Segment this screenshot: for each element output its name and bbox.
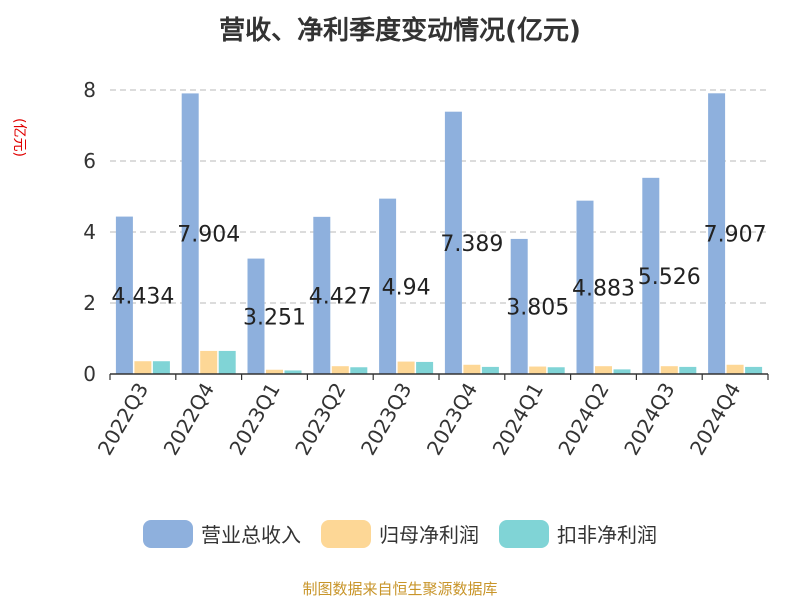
x-tick-label: 2022Q4 (159, 379, 219, 460)
bars (115, 93, 763, 375)
bar-revenue (576, 200, 594, 374)
bar-net-profit (595, 366, 612, 374)
bar-revenue (444, 111, 462, 375)
chart-title: 营收、净利季度变动情况(亿元) (219, 16, 581, 46)
bar-net-profit (331, 366, 349, 374)
bar-revenue (247, 258, 265, 374)
data-label: 3.251 (243, 305, 306, 330)
data-label: 4.434 (111, 284, 174, 309)
data-label: 7.389 (440, 232, 503, 257)
legend: 营业总收入 归母净利润 扣非净利润 (0, 519, 800, 548)
bar-net-profit (134, 361, 152, 374)
bar-net-profit (529, 366, 547, 374)
bar-net-profit (266, 369, 283, 374)
bar-deducted-profit (218, 350, 236, 374)
bar-revenue (313, 216, 331, 374)
bar-deducted-profit (481, 366, 499, 374)
bar-net-profit (200, 350, 218, 374)
bar-revenue (181, 93, 199, 375)
bar-revenue (115, 216, 133, 374)
legend-label-deducted-profit: 扣非净利润 (557, 523, 657, 547)
data-label: 4.427 (309, 284, 372, 309)
bar-deducted-profit (745, 366, 763, 374)
legend-item-net-profit[interactable]: 归母净利润 (321, 519, 479, 548)
x-axis-labels: 2022Q3 2022Q4 2023Q1 2023Q2 2023Q3 2023Q4 2024… (93, 379, 746, 460)
legend-label-net-profit: 归母净利润 (379, 523, 479, 547)
x-tick-label: 2024Q2 (553, 379, 613, 460)
bar-net-profit (463, 364, 481, 374)
data-label: 7.907 (704, 223, 767, 248)
bar-deducted-profit (284, 370, 302, 374)
bar-net-profit (726, 364, 744, 374)
x-tick-label: 2022Q3 (93, 379, 153, 460)
data-label: 4.883 (572, 276, 635, 301)
y-tick-label: 6 (83, 149, 96, 173)
bar-deducted-profit (152, 361, 170, 374)
bar-deducted-profit (613, 369, 631, 374)
data-label: 5.526 (638, 265, 701, 290)
x-tick-label: 2024Q4 (685, 379, 745, 460)
bar-revenue (510, 238, 528, 374)
data-source-note: 制图数据来自恒生聚源数据库 (302, 580, 498, 598)
x-tick-label: 2023Q2 (290, 379, 350, 460)
y-tick-label: 8 (83, 78, 96, 102)
bar-deducted-profit (350, 367, 368, 374)
legend-swatch-net-profit (321, 519, 371, 548)
legend-label-revenue: 营业总收入 (201, 523, 301, 547)
y-tick-label: 2 (83, 291, 96, 315)
data-label: 4.94 (382, 275, 431, 300)
bar-net-profit (397, 361, 415, 374)
legend-item-revenue[interactable]: 营业总收入 (143, 519, 301, 548)
y-tick-label: 0 (83, 362, 96, 386)
bar-deducted-profit (679, 366, 697, 374)
x-tick-label: 2023Q3 (356, 379, 416, 460)
bar-deducted-profit (547, 367, 565, 374)
bar-revenue (379, 198, 397, 374)
legend-swatch-deducted-profit (499, 519, 549, 548)
y-axis-ticks: 0 2 4 6 8 (83, 78, 96, 386)
data-label: 3.805 (506, 295, 569, 320)
x-tick-label: 2023Q4 (422, 379, 482, 460)
legend-item-deducted-profit[interactable]: 扣非净利润 (499, 519, 657, 548)
bar-revenue (642, 177, 660, 374)
x-tick-label: 2024Q3 (619, 379, 679, 460)
y-tick-label: 4 (83, 220, 96, 244)
x-tick-label: 2023Q1 (224, 379, 284, 460)
bar-net-profit (660, 366, 678, 374)
x-tick-label: 2024Q1 (488, 379, 548, 460)
x-axis (109, 373, 769, 380)
bar-revenue (708, 93, 726, 374)
bar-deducted-profit (416, 361, 434, 374)
legend-swatch-revenue (143, 519, 193, 548)
data-label: 7.904 (177, 223, 240, 248)
